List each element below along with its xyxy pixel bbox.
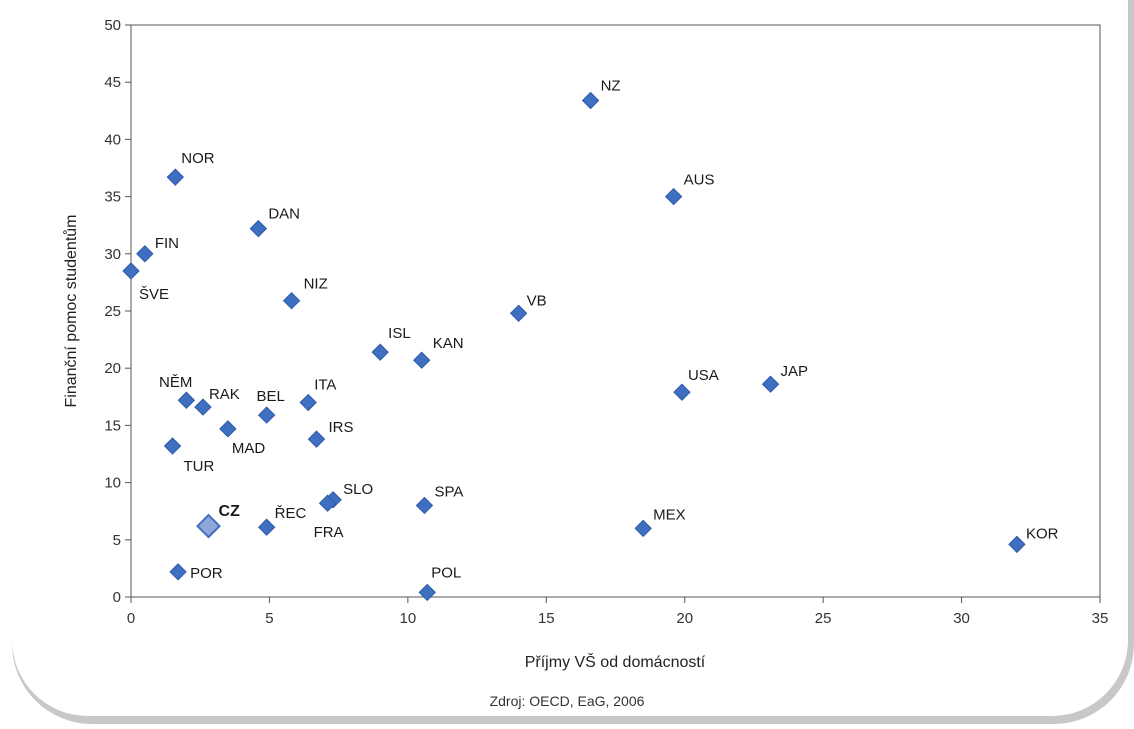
point-label-mad: MAD xyxy=(232,440,266,457)
y-tick-label: 40 xyxy=(104,131,121,148)
x-tick-label: 35 xyxy=(1092,610,1109,627)
x-tick-label: 5 xyxy=(265,610,273,627)
y-tick-label: 0 xyxy=(113,589,121,606)
point-label-irs: IRS xyxy=(328,419,353,436)
y-tick-label: 50 xyxy=(104,17,121,34)
data-point-cz xyxy=(196,513,221,539)
point-label-vb: VB xyxy=(527,292,547,309)
y-tick-label: 45 xyxy=(104,74,121,91)
x-tick-label: 30 xyxy=(953,610,970,627)
point-label-cz: CZ xyxy=(219,503,241,520)
point-label-fin: FIN xyxy=(155,235,179,252)
point-label-jap: JAP xyxy=(781,363,809,380)
y-tick-label: 15 xyxy=(104,417,121,434)
data-point-dan xyxy=(249,219,268,238)
point-label-řec: ŘEC xyxy=(275,505,307,522)
point-labels: NZ NOR AUS DAN FIN ŠVE NIZ VB ISL KAN JAP USA NĚM ITA… xyxy=(139,78,1059,582)
data-point-nor xyxy=(166,168,185,186)
data-point-mex xyxy=(634,519,652,538)
data-point-bel xyxy=(257,406,276,424)
data-point-jap xyxy=(761,375,780,393)
data-point-usa xyxy=(673,383,691,401)
data-point-fin xyxy=(136,245,154,263)
data-point-vb xyxy=(509,304,528,322)
point-label-nor: NOR xyxy=(181,150,215,167)
y-tick-label: 5 xyxy=(113,532,121,549)
point-label-pol: POL xyxy=(431,564,461,581)
point-label-kor: KOR xyxy=(1026,525,1059,542)
point-label-nz: NZ xyxy=(601,78,621,95)
data-point-kan xyxy=(412,351,431,369)
data-point-mad xyxy=(219,420,237,438)
point-label-usa: USA xyxy=(688,367,719,384)
data-point-por xyxy=(169,563,187,581)
data-point-spa xyxy=(415,496,434,515)
x-axis-title: Příjmy VŠ od domácností xyxy=(525,652,706,671)
data-point-něm xyxy=(177,391,196,409)
data-point-řec xyxy=(257,518,276,536)
data-point-irs xyxy=(307,430,326,448)
y-axis-title: Finanční pomoc studentům xyxy=(62,215,80,408)
point-label-slo: SLO xyxy=(343,481,373,498)
point-label-kan: KAN xyxy=(433,335,464,352)
data-point-fra xyxy=(318,494,337,512)
point-label-bel: BEL xyxy=(256,388,284,405)
data-point-ita xyxy=(299,393,317,412)
y-tick-label: 30 xyxy=(104,246,121,263)
point-label-ita: ITA xyxy=(314,377,336,394)
y-tick-label: 25 xyxy=(104,303,121,320)
point-label-niz: NIZ xyxy=(304,276,328,293)
point-label-isl: ISL xyxy=(388,325,411,342)
y-tick-label: 35 xyxy=(104,189,121,206)
data-point-aus xyxy=(664,187,683,206)
point-label-dan: DAN xyxy=(268,206,300,223)
point-label-fra: FRA xyxy=(314,524,344,541)
point-label-por: POR xyxy=(190,565,223,582)
data-point-kor xyxy=(1008,535,1026,554)
x-tick-label: 25 xyxy=(815,610,832,627)
point-label-aus: AUS xyxy=(684,172,715,189)
point-label-tur: TUR xyxy=(184,458,215,475)
data-point-nz xyxy=(581,91,600,110)
data-points xyxy=(122,91,1026,602)
point-label-spa: SPA xyxy=(434,483,463,500)
data-point-rak xyxy=(194,398,212,416)
point-label-šve: ŠVE xyxy=(139,286,169,303)
point-label-něm: NĚM xyxy=(159,374,192,391)
data-point-isl xyxy=(371,343,389,361)
point-label-rak: RAK xyxy=(209,386,240,403)
data-point-šve xyxy=(122,262,140,280)
axes: 0 5 10 15 20 25 30 35 40 45 50 0 5 10 15 20 25 30 35 xyxy=(104,17,1108,627)
data-point-niz xyxy=(282,291,301,310)
data-point-tur xyxy=(163,437,182,455)
y-tick-label: 10 xyxy=(104,475,121,492)
source-note: Zdroj: OECD, EaG, 2006 xyxy=(489,693,645,709)
point-label-mex: MEX xyxy=(653,506,686,523)
y-tick-label: 20 xyxy=(104,360,121,377)
x-tick-label: 10 xyxy=(400,610,417,627)
x-tick-label: 15 xyxy=(538,610,555,627)
x-tick-label: 20 xyxy=(676,610,693,627)
data-point-pol xyxy=(418,583,436,602)
x-tick-label: 0 xyxy=(127,610,135,627)
